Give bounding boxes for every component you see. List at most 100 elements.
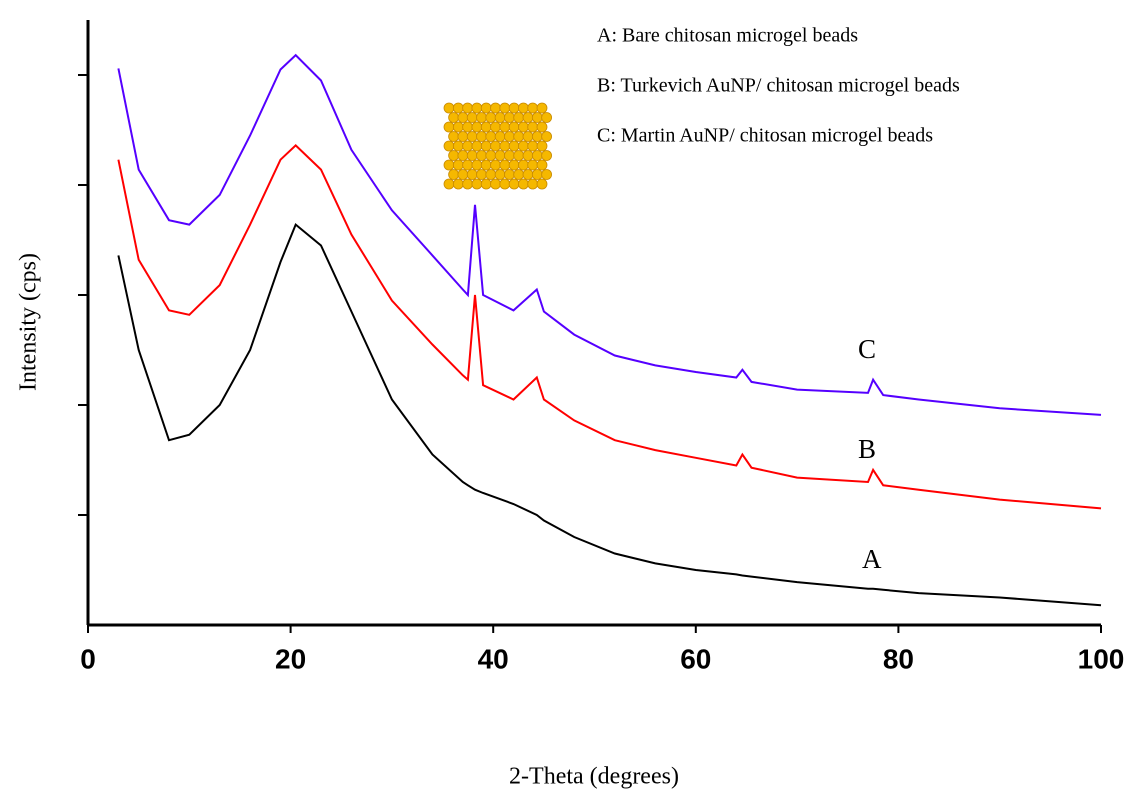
nanoparticle (466, 112, 478, 123)
curve-label: B (858, 434, 876, 464)
nanoparticle (536, 178, 548, 190)
nanoparticle (462, 140, 474, 152)
nanoparticle (457, 169, 469, 180)
nanoparticle (499, 140, 511, 152)
nanoparticle (508, 102, 520, 114)
nanoparticle (503, 131, 515, 142)
nanoparticle (527, 121, 539, 133)
nanoparticle (457, 131, 469, 142)
nanoparticle (541, 112, 552, 123)
nanoparticle (499, 159, 511, 171)
nanoparticle (494, 112, 506, 123)
nanoparticle (536, 102, 548, 114)
nanoparticle (452, 140, 464, 152)
nanoparticle (485, 112, 497, 123)
nanoparticle (471, 102, 483, 114)
nanoparticle (503, 112, 515, 123)
nanoparticle (490, 140, 501, 152)
nanoparticle (522, 112, 534, 123)
nanoparticle (527, 140, 539, 152)
nanoparticle (471, 178, 483, 190)
nanoparticle (448, 112, 460, 123)
x-tick-label: 0 (80, 643, 96, 674)
nanoparticle (466, 169, 478, 180)
nanoparticle (527, 178, 539, 190)
nanoparticle (443, 102, 455, 114)
nanoparticle (466, 131, 478, 142)
nanoparticle (518, 159, 529, 171)
nanoparticle (522, 150, 534, 161)
x-tick-label: 20 (275, 643, 306, 674)
nanoparticle (513, 169, 525, 180)
nanoparticle (536, 159, 548, 171)
nanoparticle (503, 169, 515, 180)
nanoparticle (508, 121, 520, 133)
nanoparticle (443, 159, 455, 171)
nanoparticle (490, 102, 501, 114)
nanoparticle (499, 178, 511, 190)
nanoparticle (462, 178, 474, 190)
nanoparticle (476, 169, 487, 180)
legend-entry: B: Turkevich AuNP/ chitosan microgel bea… (597, 75, 960, 97)
nanoparticle (508, 140, 520, 152)
nanoparticle (480, 178, 492, 190)
nanoparticle (452, 159, 464, 171)
nanoparticle (494, 131, 506, 142)
x-tick-label: 60 (680, 643, 711, 674)
nanoparticle (499, 121, 511, 133)
nanoparticle (541, 150, 552, 161)
nanoparticle (536, 121, 548, 133)
nanoparticle (522, 131, 534, 142)
nanoparticle (476, 131, 487, 142)
nanoparticle (518, 102, 529, 114)
nanoparticle (485, 150, 497, 161)
curve-label: C (858, 334, 876, 364)
nanoparticle (485, 169, 497, 180)
nanoparticle (480, 102, 492, 114)
nanoparticle (527, 159, 539, 171)
nanoparticle (508, 178, 520, 190)
nanoparticle (457, 112, 469, 123)
nanoparticle (471, 159, 483, 171)
nanoparticle (443, 178, 455, 190)
nanoparticle (476, 112, 487, 123)
nanoparticle (480, 159, 492, 171)
nanoparticle (476, 150, 487, 161)
nanoparticle (480, 140, 492, 152)
nanoparticle (490, 178, 501, 190)
nanoparticle (527, 102, 539, 114)
nanoparticle (513, 131, 525, 142)
nanoparticle (541, 169, 552, 180)
nanoparticle (494, 150, 506, 161)
nanoparticle (448, 150, 460, 161)
nanoparticle (531, 169, 543, 180)
nanoparticle (503, 150, 515, 161)
nanoparticle (541, 131, 552, 142)
nanoparticle (471, 121, 483, 133)
nanoparticle-inset (443, 102, 552, 190)
x-tick-label: 80 (883, 643, 914, 674)
nanoparticle (448, 169, 460, 180)
x-tick-label: 100 (1078, 643, 1125, 674)
nanoparticle (518, 178, 529, 190)
nanoparticle (443, 140, 455, 152)
nanoparticle (466, 150, 478, 161)
legend-entry: C: Martin AuNP/ chitosan microgel beads (597, 125, 933, 147)
nanoparticle (531, 112, 543, 123)
nanoparticle (452, 102, 464, 114)
nanoparticle (513, 150, 525, 161)
nanoparticle (443, 121, 455, 133)
nanoparticle (452, 121, 464, 133)
nanoparticle (494, 169, 506, 180)
nanoparticle (462, 121, 474, 133)
nanoparticle (462, 159, 474, 171)
nanoparticle (490, 159, 501, 171)
series-line (117, 144, 1102, 510)
nanoparticle (531, 131, 543, 142)
nanoparticle (462, 102, 474, 114)
nanoparticle (518, 140, 529, 152)
nanoparticle (452, 178, 464, 190)
x-tick-label: 40 (478, 643, 509, 674)
